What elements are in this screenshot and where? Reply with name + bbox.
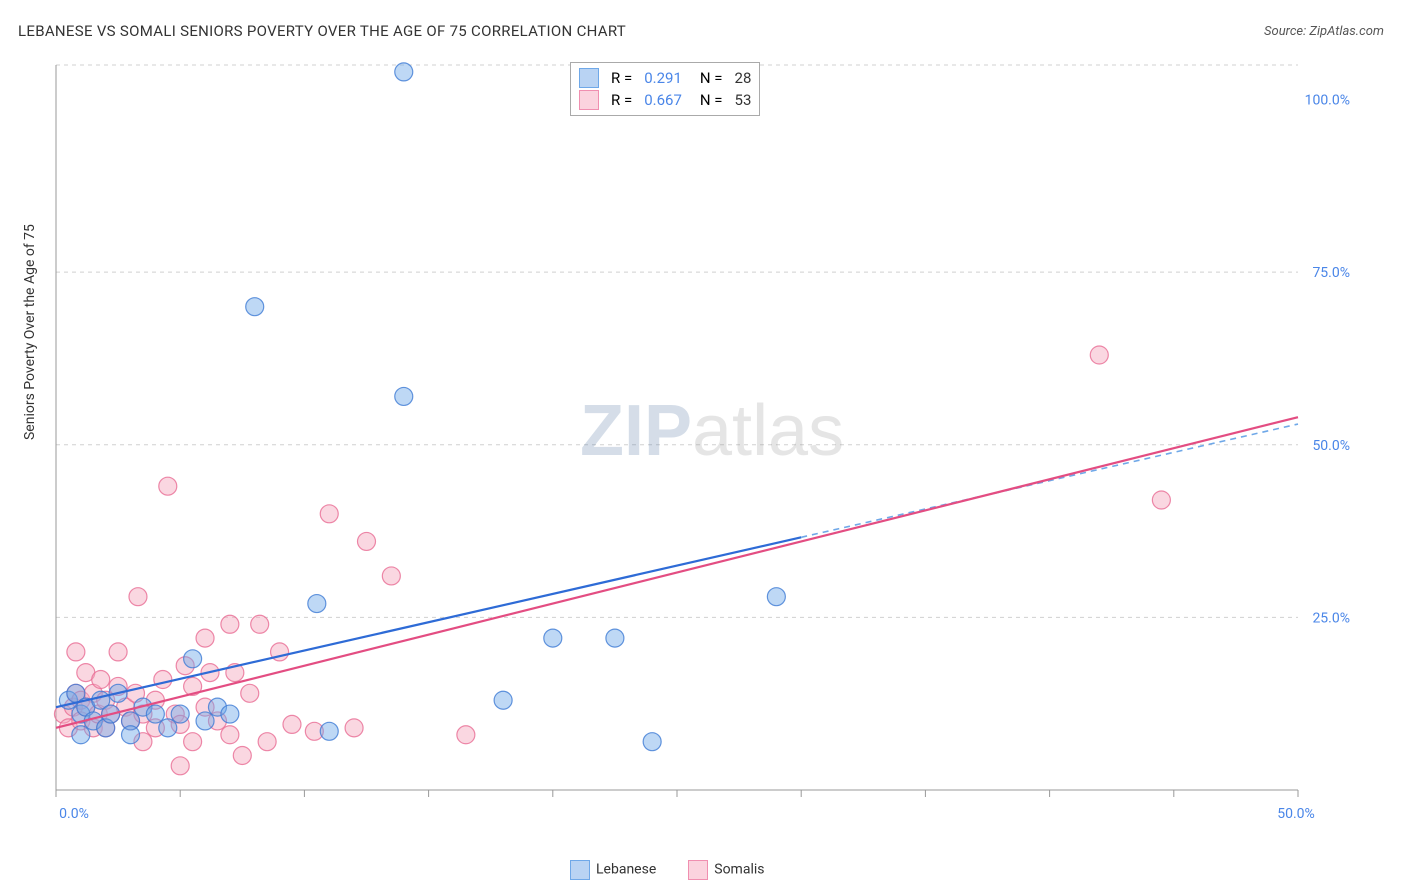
legend-swatch — [579, 68, 599, 88]
svg-text:0.0%: 0.0% — [59, 806, 89, 822]
source-label: Source: ZipAtlas.com — [1264, 24, 1384, 39]
legend-r-value: 0.667 — [644, 89, 682, 111]
legend-swatch — [688, 860, 708, 880]
legend-item: Lebanese — [570, 860, 656, 880]
legend-n-label: N = — [700, 67, 723, 89]
correlation-legend: R = 0.291 N = 28 R = 0.667 N = 53 — [570, 62, 760, 116]
chart-title: LEBANESE VS SOMALI SENIORS POVERTY OVER … — [18, 22, 626, 40]
legend-swatch — [570, 860, 590, 880]
series-legend: Lebanese Somalis — [570, 860, 764, 880]
svg-text:50.0%: 50.0% — [1277, 806, 1315, 822]
legend-r-value: 0.291 — [644, 67, 682, 89]
svg-text:100.0%: 100.0% — [1305, 93, 1350, 109]
legend-item: Somalis — [688, 860, 764, 880]
legend-n-value: 53 — [735, 89, 752, 111]
chart-area: 25.0% 50.0% 75.0% 100.0% 0.0% 50.0% — [48, 60, 1358, 830]
legend-row: R = 0.667 N = 53 — [579, 89, 751, 111]
legend-r-label: R = — [611, 67, 632, 89]
legend-swatch — [579, 90, 599, 110]
svg-text:75.0%: 75.0% — [1312, 265, 1350, 281]
legend-label: Somalis — [714, 862, 764, 878]
legend-r-label: R = — [611, 89, 632, 111]
legend-row: R = 0.291 N = 28 — [579, 67, 751, 89]
svg-text:25.0%: 25.0% — [1312, 610, 1350, 626]
y-axis-label: Seniors Poverty Over the Age of 75 — [22, 224, 38, 440]
scatter-chart: 25.0% 50.0% 75.0% 100.0% 0.0% 50.0% — [48, 60, 1358, 830]
legend-n-label: N = — [700, 89, 723, 111]
legend-label: Lebanese — [596, 862, 656, 878]
svg-text:50.0%: 50.0% — [1312, 438, 1350, 454]
legend-n-value: 28 — [735, 67, 752, 89]
